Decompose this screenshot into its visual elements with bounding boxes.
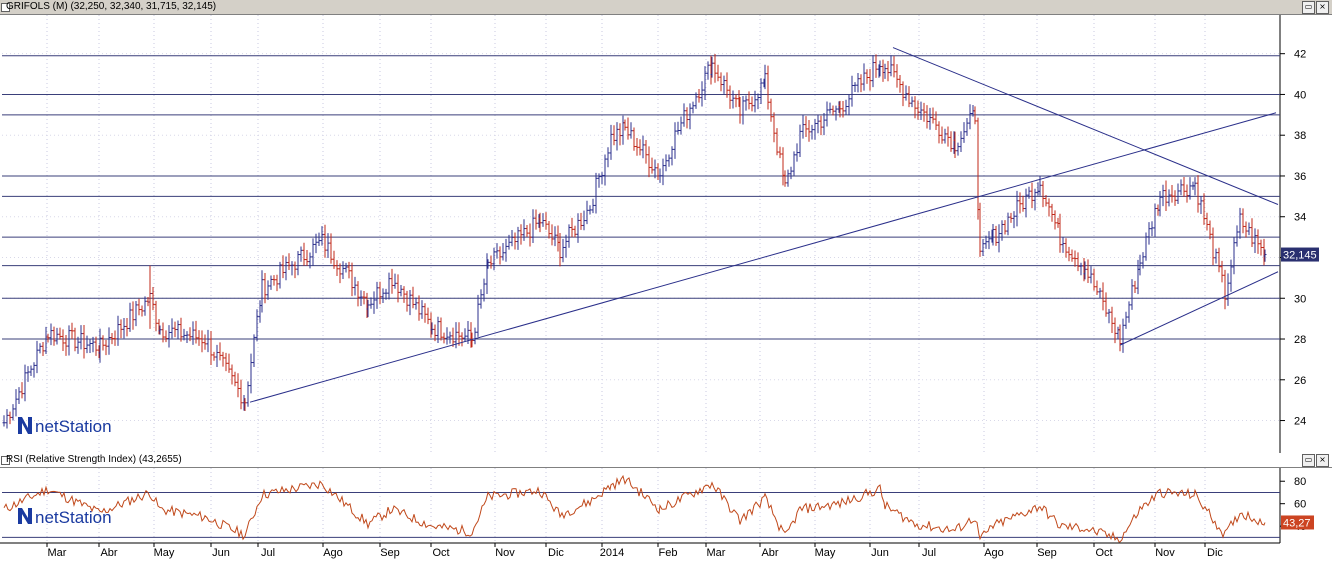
x-tick-label: Nov [1155,547,1175,559]
price-plot-background [0,15,1332,453]
y-tick-label: 34 [1294,212,1306,224]
last-value-label: 32,145 [1283,250,1317,262]
x-tick-label: May [815,547,836,559]
y-tick-label: 36 [1294,171,1306,183]
trendline [249,112,1277,403]
panel-menu-icon[interactable] [1,456,10,465]
last-value-tag [1281,247,1319,262]
rsi-y-tick-label: 80 [1294,476,1306,488]
x-axis-background [0,543,1332,561]
rsi-last-value-tag [1281,515,1314,530]
y-tick-label: 24 [1294,416,1306,428]
x-tick-label: Feb [659,547,678,559]
y-tick-label: 42 [1294,49,1306,61]
close-button[interactable]: × [1316,454,1329,467]
x-tick-label: Ago [323,547,343,559]
x-tick-label: 2014 [600,547,624,559]
x-tick-label: Ago [984,547,1004,559]
price-panel-header: GRIFOLS (M) (32,250, 32,340, 31,715, 32,… [0,0,1332,15]
y-tick-label: 28 [1294,334,1306,346]
x-tick-label: Jul [922,547,936,559]
rsi-last-value-label: 43,27 [1283,517,1311,529]
x-tick-label: Abr [761,547,778,559]
trendline [1119,271,1279,346]
x-tick-label: Sep [380,547,400,559]
netstation-logo: netStation [18,417,112,436]
x-tick-label: Mar [48,547,67,559]
rsi-chart[interactable]: 40608043,27netStationMarAbrMayJunJulAgoS… [0,468,1332,561]
restore-button[interactable]: ▭ [1302,454,1315,467]
logo-mark [18,508,32,524]
y-tick-label: 30 [1294,293,1306,305]
x-tick-label: Nov [495,547,515,559]
x-tick-label: May [154,547,175,559]
y-tick-label: 38 [1294,130,1306,142]
x-tick-label: Dic [1207,547,1223,559]
rsi-panel-title: RSI (Relative Strength Index) (43,2655) [6,454,182,465]
netstation-logo: netStation [18,508,112,527]
logo-mark [18,417,32,434]
x-tick-label: Mar [707,547,726,559]
x-tick-label: Jun [212,547,230,559]
y-tick-label: 26 [1294,375,1306,387]
panel-menu-icon[interactable] [1,3,10,12]
rsi-y-tick-label: 60 [1294,499,1306,511]
y-tick-label: 40 [1294,89,1306,101]
x-tick-label: Sep [1037,547,1057,559]
x-tick-label: Oct [1095,547,1112,559]
x-tick-label: Dic [548,547,564,559]
watermark-text: netStation [35,508,112,527]
restore-button[interactable]: ▭ [1302,1,1315,14]
close-button[interactable]: × [1316,1,1329,14]
x-tick-label: Jul [261,547,275,559]
trendline [892,47,1279,205]
x-tick-label: Oct [432,547,449,559]
price-panel-title: GRIFOLS (M) (32,250, 32,340, 31,715, 32,… [6,1,217,12]
rsi-panel-header: RSI (Relative Strength Index) (43,2655) … [0,453,1332,468]
x-tick-label: Abr [100,547,117,559]
watermark-text: netStation [35,417,112,436]
x-tick-label: Jun [871,547,889,559]
rsi-line [3,474,1266,543]
